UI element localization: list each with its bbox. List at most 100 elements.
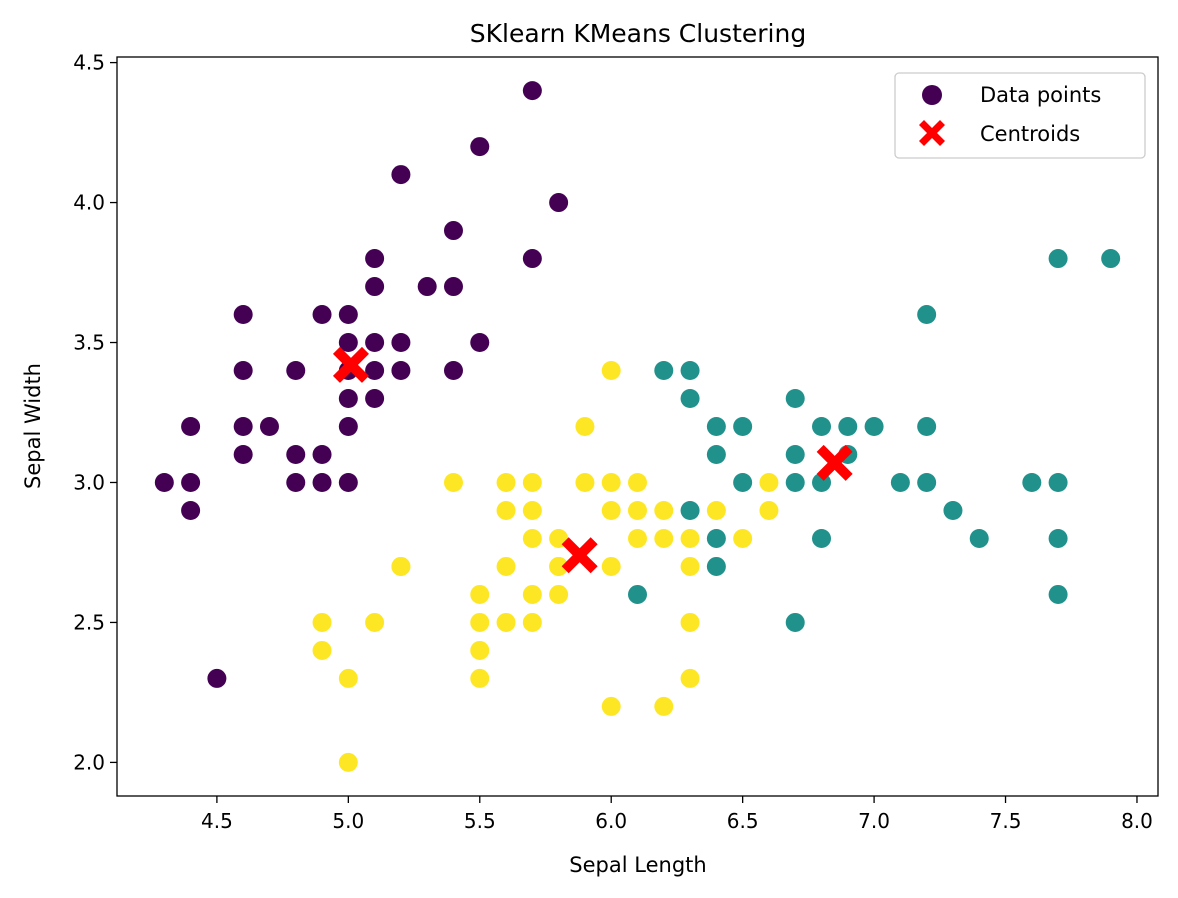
data-point-cluster-0 bbox=[181, 417, 201, 436]
data-point-cluster-0 bbox=[286, 472, 306, 492]
data-point-cluster-0 bbox=[233, 444, 253, 464]
data-point-cluster-2 bbox=[470, 612, 490, 632]
data-point-cluster-0 bbox=[154, 472, 174, 492]
data-point-cluster-1 bbox=[917, 472, 937, 492]
data-point-cluster-0 bbox=[391, 361, 411, 381]
data-point-cluster-1 bbox=[680, 361, 700, 381]
data-point-cluster-1 bbox=[654, 361, 674, 381]
data-point-cluster-1 bbox=[706, 556, 726, 576]
plot-frame bbox=[116, 56, 1159, 797]
data-point-cluster-1 bbox=[838, 417, 858, 436]
data-point-cluster-2 bbox=[628, 472, 647, 492]
data-point-cluster-2 bbox=[470, 640, 490, 660]
data-point-cluster-1 bbox=[969, 528, 989, 548]
data-point-cluster-2 bbox=[312, 612, 332, 632]
data-point-cluster-0 bbox=[233, 417, 253, 436]
data-point-cluster-0 bbox=[233, 361, 253, 381]
data-point-cluster-0 bbox=[365, 333, 385, 353]
y-axis: 2.0 2.5 3.0 3.5 4.0 4.5 bbox=[73, 51, 117, 774]
data-point-cluster-0 bbox=[181, 500, 201, 520]
data-point-cluster-1 bbox=[1101, 249, 1121, 269]
data-point-cluster-0 bbox=[470, 137, 490, 157]
data-point-cluster-2 bbox=[496, 472, 516, 492]
data-point-cluster-0 bbox=[312, 444, 332, 464]
data-point-cluster-1 bbox=[917, 305, 937, 325]
data-point-cluster-0 bbox=[207, 668, 227, 688]
data-point-cluster-0 bbox=[181, 472, 201, 492]
data-point-cluster-1 bbox=[812, 528, 832, 548]
data-point-cluster-2 bbox=[470, 668, 490, 688]
data-point-cluster-1 bbox=[1048, 528, 1068, 548]
x-axis: 4.5 5.0 5.5 6.0 6.5 7.0 7.5 8.0 bbox=[201, 796, 1153, 833]
data-point-cluster-0 bbox=[286, 361, 306, 381]
data-point-cluster-2 bbox=[680, 668, 700, 688]
data-point-cluster-1 bbox=[917, 417, 937, 436]
data-point-cluster-0 bbox=[417, 277, 437, 297]
data-point-cluster-2 bbox=[680, 556, 700, 576]
data-point-cluster-0 bbox=[365, 389, 385, 409]
x-tick-label: 5.0 bbox=[332, 809, 364, 833]
data-point-cluster-0 bbox=[522, 249, 542, 269]
x-tick-label: 7.5 bbox=[990, 809, 1022, 833]
data-point-cluster-0 bbox=[338, 472, 358, 492]
data-point-cluster-1 bbox=[785, 444, 805, 464]
data-point-cluster-0 bbox=[391, 165, 411, 185]
data-point-cluster-2 bbox=[522, 584, 542, 604]
data-point-cluster-0 bbox=[365, 277, 385, 297]
data-point-cluster-2 bbox=[601, 472, 621, 492]
data-point-cluster-0 bbox=[338, 305, 358, 325]
x-tick-label: 8.0 bbox=[1121, 809, 1153, 833]
data-point-cluster-2 bbox=[733, 528, 753, 548]
data-point-cluster-2 bbox=[522, 528, 542, 548]
data-point-cluster-1 bbox=[706, 417, 726, 436]
centroids-layer bbox=[332, 346, 853, 574]
data-point-cluster-0 bbox=[443, 277, 463, 297]
data-point-cluster-2 bbox=[522, 612, 542, 632]
data-point-cluster-2 bbox=[338, 668, 358, 688]
data-point-cluster-2 bbox=[628, 500, 647, 520]
data-point-cluster-0 bbox=[443, 221, 463, 241]
data-point-cluster-0 bbox=[312, 305, 332, 325]
y-tick-label: 4.0 bbox=[73, 191, 105, 215]
data-point-cluster-0 bbox=[286, 444, 306, 464]
data-point-cluster-1 bbox=[864, 417, 884, 436]
y-tick-label: 3.0 bbox=[73, 470, 105, 494]
data-point-cluster-1 bbox=[1022, 472, 1042, 492]
data-point-cluster-0 bbox=[549, 193, 569, 213]
x-tick-label: 4.5 bbox=[201, 809, 233, 833]
data-point-cluster-1 bbox=[706, 528, 726, 548]
data-point-cluster-2 bbox=[654, 696, 674, 716]
data-point-cluster-2 bbox=[312, 640, 332, 660]
legend-box bbox=[894, 72, 1146, 159]
data-point-cluster-2 bbox=[549, 556, 569, 576]
legend-label-centroids: Centroids bbox=[980, 122, 1080, 146]
data-point-cluster-2 bbox=[470, 584, 490, 604]
data-point-cluster-2 bbox=[654, 500, 674, 520]
data-point-cluster-2 bbox=[759, 472, 779, 492]
data-point-cluster-2 bbox=[601, 500, 621, 520]
data-point-cluster-2 bbox=[601, 696, 621, 716]
data-point-cluster-1 bbox=[706, 444, 726, 464]
data-point-cluster-2 bbox=[549, 584, 569, 604]
x-tick-label: 7.0 bbox=[858, 809, 890, 833]
data-point-cluster-0 bbox=[365, 361, 385, 381]
data-point-cluster-2 bbox=[391, 556, 411, 576]
data-point-cluster-2 bbox=[575, 472, 595, 492]
legend-label-data-points: Data points bbox=[980, 83, 1101, 107]
data-point-cluster-2 bbox=[706, 500, 726, 520]
legend-marker-centroids bbox=[919, 120, 945, 146]
y-tick-label: 2.0 bbox=[73, 750, 105, 774]
data-point-cluster-2 bbox=[680, 528, 700, 548]
data-point-cluster-2 bbox=[654, 528, 674, 548]
data-point-cluster-0 bbox=[365, 249, 385, 269]
data-point-cluster-1 bbox=[1048, 472, 1068, 492]
data-point-cluster-2 bbox=[601, 556, 621, 576]
data-point-cluster-2 bbox=[443, 472, 463, 492]
centroid-marker bbox=[332, 346, 369, 383]
data-point-cluster-0 bbox=[522, 81, 542, 101]
data-point-cluster-1 bbox=[785, 472, 805, 492]
data-point-cluster-1 bbox=[1048, 584, 1068, 604]
data-point-cluster-0 bbox=[312, 472, 332, 492]
data-point-cluster-0 bbox=[233, 305, 253, 325]
centroid-marker bbox=[816, 444, 853, 481]
